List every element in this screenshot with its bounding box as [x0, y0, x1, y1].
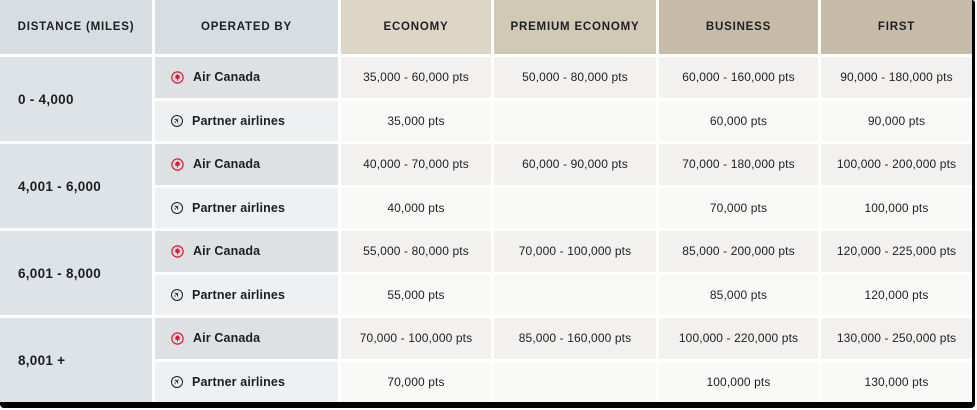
operator-cell-air-canada: Air Canada: [155, 144, 338, 185]
points-cell-economy: 55,000 pts: [341, 274, 491, 315]
distance-band-cell: 6,001 - 8,000: [0, 231, 152, 315]
points-cell-premium-economy: 60,000 - 90,000 pts: [494, 144, 656, 185]
operator-cell-partner-airlines: ✈ Partner airlines: [155, 187, 338, 228]
partner-airplane-icon: ✈: [171, 288, 183, 301]
operator-cell-air-canada: Air Canada: [155, 231, 338, 272]
column-header-first: FIRST: [821, 0, 972, 54]
operator-label: Partner airlines: [192, 287, 286, 302]
points-cell-first: 100,000 - 200,000 pts: [821, 144, 972, 185]
distance-band-cell: 8,001 +: [0, 318, 152, 402]
column-header-business: BUSINESS: [659, 0, 818, 54]
points-cell-business: 70,000 - 180,000 pts: [659, 144, 818, 185]
distance-band-cell: 0 - 4,000: [0, 57, 152, 141]
partner-airplane-icon: ✈: [171, 201, 183, 214]
column-header-distance: DISTANCE (MILES): [0, 0, 152, 54]
operator-label: Air Canada: [193, 331, 261, 346]
points-cell-economy: 55,000 - 80,000 pts: [341, 231, 491, 272]
points-cell-first: 90,000 pts: [821, 100, 972, 141]
air-canada-maple-leaf-icon: [171, 245, 184, 258]
points-cell-premium-economy: 50,000 - 80,000 pts: [494, 57, 656, 98]
air-canada-maple-leaf-icon: [171, 71, 184, 84]
points-cell-business: 60,000 pts: [659, 100, 818, 141]
air-canada-maple-leaf-icon: [171, 158, 184, 171]
column-header-premium-economy: PREMIUM ECONOMY: [494, 0, 656, 54]
points-cell-economy: 70,000 pts: [341, 361, 491, 402]
points-cell-business: 60,000 - 160,000 pts: [659, 57, 818, 98]
operator-cell-air-canada: Air Canada: [155, 57, 338, 98]
operator-cell-partner-airlines: ✈ Partner airlines: [155, 361, 338, 402]
partner-airplane-icon: ✈: [171, 114, 183, 127]
points-cell-business: 100,000 pts: [659, 361, 818, 402]
points-cell-first: 130,000 - 250,000 pts: [821, 318, 972, 359]
operator-label: Partner airlines: [192, 113, 286, 128]
points-cell-first: 120,000 - 225,000 pts: [821, 231, 972, 272]
distance-band-cell: 4,001 - 6,000: [0, 144, 152, 228]
points-cell-premium-economy: [494, 274, 656, 315]
operator-label: Air Canada: [193, 70, 261, 85]
points-cell-premium-economy: 85,000 - 160,000 pts: [494, 318, 656, 359]
points-cell-business: 85,000 pts: [659, 274, 818, 315]
partner-airplane-icon: ✈: [171, 375, 183, 388]
operator-label: Partner airlines: [192, 374, 286, 389]
points-cell-economy: 40,000 pts: [341, 187, 491, 228]
points-cell-business: 85,000 - 200,000 pts: [659, 231, 818, 272]
points-cell-first: 100,000 pts: [821, 187, 972, 228]
points-cell-premium-economy: [494, 361, 656, 402]
column-header-operated-by: OPERATED BY: [155, 0, 338, 54]
operator-cell-partner-airlines: ✈ Partner airlines: [155, 100, 338, 141]
air-canada-maple-leaf-icon: [171, 332, 184, 345]
points-cell-business: 70,000 pts: [659, 187, 818, 228]
points-cell-economy: 40,000 - 70,000 pts: [341, 144, 491, 185]
points-cell-economy: 35,000 - 60,000 pts: [341, 57, 491, 98]
column-header-economy: ECONOMY: [341, 0, 491, 54]
points-cell-first: 90,000 - 180,000 pts: [821, 57, 972, 98]
operator-cell-partner-airlines: ✈ Partner airlines: [155, 274, 338, 315]
operator-label: Partner airlines: [192, 200, 286, 215]
points-cell-first: 120,000 pts: [821, 274, 972, 315]
operator-label: Air Canada: [193, 157, 261, 172]
points-cell-premium-economy: [494, 100, 656, 141]
reward-points-table: DISTANCE (MILES) OPERATED BY ECONOMY PRE…: [0, 0, 972, 402]
points-cell-first: 130,000 pts: [821, 361, 972, 402]
operator-label: Air Canada: [193, 244, 261, 259]
operator-cell-air-canada: Air Canada: [155, 318, 338, 359]
points-cell-premium-economy: 70,000 - 100,000 pts: [494, 231, 656, 272]
points-cell-business: 100,000 - 220,000 pts: [659, 318, 818, 359]
points-cell-economy: 70,000 - 100,000 pts: [341, 318, 491, 359]
points-cell-premium-economy: [494, 187, 656, 228]
points-cell-economy: 35,000 pts: [341, 100, 491, 141]
